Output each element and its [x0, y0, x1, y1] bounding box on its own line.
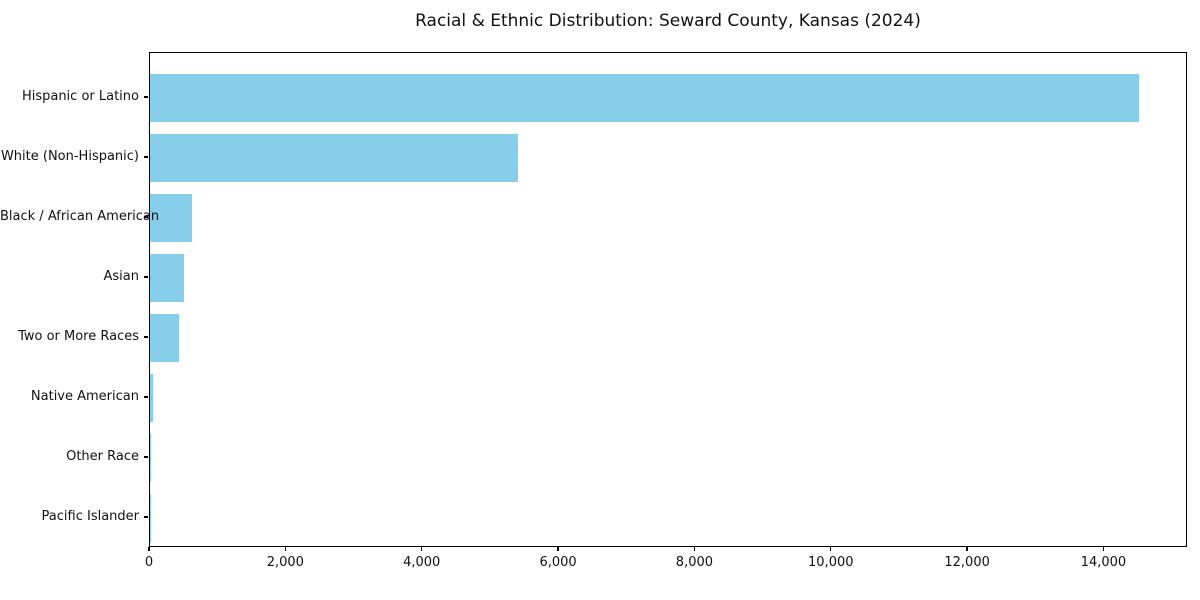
- y-tick: [144, 276, 148, 278]
- x-tick-label: 0: [144, 555, 154, 570]
- x-tick: [966, 547, 968, 551]
- bar-native-american: [150, 374, 153, 422]
- chart-title: Racial & Ethnic Distribution: Seward Cou…: [415, 11, 921, 31]
- bar-hispanic-or-latino: [150, 74, 1139, 122]
- y-tick: [144, 156, 148, 158]
- bar-asian: [150, 254, 185, 302]
- x-tick-label: 6,000: [539, 555, 577, 570]
- x-tick-label: 10,000: [808, 555, 854, 570]
- y-tick-label: Black / African American: [0, 209, 160, 224]
- bar-other-race: [150, 434, 151, 482]
- bar-white-non-hispanic: [150, 134, 519, 182]
- y-tick: [144, 396, 148, 398]
- x-tick: [148, 547, 150, 551]
- plot-area: [149, 52, 1187, 547]
- bar-two-or-more-races: [150, 314, 180, 362]
- x-tick-label: 2,000: [266, 555, 304, 570]
- y-tick-label: Hispanic or Latino: [21, 89, 139, 104]
- y-tick-label: White (Non-Hispanic): [0, 149, 139, 164]
- x-tick-label: 4,000: [403, 555, 441, 570]
- y-tick-label: Native American: [30, 389, 139, 404]
- y-tick-label: Asian: [103, 269, 139, 284]
- y-tick: [144, 336, 148, 338]
- x-tick: [284, 547, 286, 551]
- x-tick-label: 12,000: [944, 555, 990, 570]
- x-tick: [557, 547, 559, 551]
- y-tick-label: Other Race: [66, 449, 139, 464]
- y-tick: [144, 516, 148, 518]
- y-tick: [144, 96, 148, 98]
- y-tick: [144, 216, 148, 218]
- x-tick: [421, 547, 423, 551]
- x-tick: [830, 547, 832, 551]
- bar-black-african-american: [150, 194, 193, 242]
- y-tick-label: Pacific Islander: [41, 509, 139, 524]
- y-tick: [144, 456, 148, 458]
- x-tick: [1102, 547, 1105, 551]
- y-tick-label: Two or More Races: [18, 329, 139, 344]
- x-tick: [693, 547, 696, 551]
- x-tick-label: 8,000: [675, 555, 714, 570]
- x-tick-label: 14,000: [1080, 555, 1127, 570]
